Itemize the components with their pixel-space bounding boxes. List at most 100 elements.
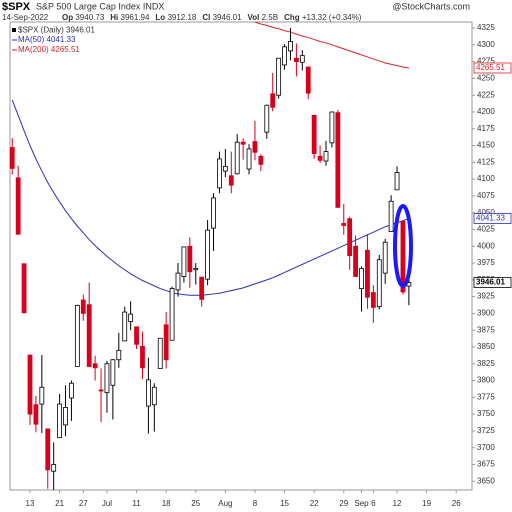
candle-body [288, 41, 293, 52]
candle-body [175, 272, 181, 291]
legend-value: 3946.01 [66, 26, 95, 35]
y-tick-label: 3800 [477, 376, 495, 385]
y-tick-label: 4150 [477, 141, 495, 150]
candle-body [246, 148, 252, 170]
candle-body [181, 246, 187, 277]
y-tick-label: 4325 [477, 23, 495, 32]
candle-body [347, 218, 353, 257]
candle-body [359, 268, 364, 289]
y-tick-label: 4050 [477, 208, 495, 217]
candle-body [228, 175, 234, 186]
candle-body [86, 304, 92, 367]
candle-body [341, 223, 347, 226]
quote-item: Hi 3961.94 [110, 13, 150, 22]
y-tick-label: 3900 [477, 309, 495, 318]
x-tick-label: 29 [339, 499, 348, 508]
candle-body [353, 245, 359, 277]
candle-body [63, 407, 68, 426]
candle-body [187, 245, 193, 273]
x-tick-label: 15 [280, 499, 289, 508]
quote-label: Lo [155, 13, 165, 22]
candle-body [21, 263, 27, 314]
last-close-box [473, 277, 512, 288]
y-tick-label: 4025 [477, 225, 495, 234]
candle-body [323, 151, 329, 162]
candle-body [122, 311, 128, 342]
annotation-ellipse [393, 204, 413, 288]
candle-body [74, 304, 80, 367]
y-tick-label: 3975 [477, 258, 495, 267]
legend-value: 4265.51 [51, 45, 80, 54]
y-tick-label: 4200 [477, 107, 495, 116]
candle-body [382, 241, 388, 274]
candle-body [376, 259, 382, 308]
quote-value: +13.32 (+0.34%) [302, 13, 362, 22]
candle-body [317, 155, 323, 161]
instrument-name: S&P 500 Large Cap Index INDX [36, 1, 164, 11]
quote-label: Cl [202, 13, 210, 22]
legend-name: MA(200) [18, 45, 49, 54]
candle-body [299, 55, 305, 63]
candle-body [80, 299, 86, 314]
last-close-label: 3946.01 [476, 278, 505, 287]
x-tick-label: Aug [218, 499, 232, 508]
y-tick-label: 3875 [477, 325, 495, 334]
quote-item: Cl 3946.01 [202, 13, 242, 22]
candle-body [116, 349, 122, 361]
quote-item: Vol 2.5B [248, 13, 279, 22]
candle-body [388, 200, 394, 232]
quote-value: 3961.94 [121, 13, 150, 22]
x-tick-label: 13 [26, 499, 35, 508]
y-tick-label: 3825 [477, 359, 495, 368]
quote-label: Hi [110, 13, 118, 22]
last-value-label: 4041.33 [476, 214, 505, 223]
legend-value: 4041.33 [46, 35, 75, 44]
x-tick-label: 21 [55, 499, 64, 508]
candle-body [258, 155, 264, 165]
candle-body [270, 93, 276, 108]
candle-body [234, 141, 240, 175]
y-tick-label: 4175 [477, 124, 495, 133]
candle-body [311, 114, 317, 155]
quote-value: 3912.18 [167, 13, 196, 22]
last-value-label: 4265.51 [476, 63, 505, 72]
candle-body [335, 112, 341, 208]
y-tick-label: 4275 [477, 57, 495, 66]
plot [9, 22, 412, 490]
candle-body [252, 141, 258, 153]
candle-body [169, 288, 175, 341]
ma-line [11, 99, 410, 296]
candle-body [33, 404, 39, 425]
lines [11, 22, 410, 296]
legend-main: $SPX (Daily) 3946.01 [18, 26, 96, 35]
legend-entry: MA(200) 4265.51 [18, 45, 80, 54]
candle-body [199, 276, 205, 300]
quote-value: 2.5B [262, 13, 278, 22]
candle-body [222, 165, 228, 172]
x-tick-label: 8 [253, 499, 258, 508]
y-tick-label: 3750 [477, 409, 495, 418]
candle-body [98, 389, 104, 392]
x-tick-label: 11 [132, 499, 141, 508]
quote-label: Op [62, 13, 73, 22]
last-value-box [473, 62, 512, 74]
symbol: $SPX [2, 1, 31, 13]
candle-body [69, 382, 74, 399]
candle-body [57, 403, 62, 439]
quote-value: 3946.01 [213, 13, 242, 22]
x-tick-label: 26 [452, 499, 461, 508]
candle-body [329, 111, 335, 144]
candle-body [240, 141, 246, 145]
candle-body [134, 326, 139, 345]
candle-body [217, 158, 222, 189]
candle-body [157, 337, 163, 369]
candle-body [92, 363, 98, 369]
y-tick-label: 4000 [477, 241, 495, 250]
legend-swatch [12, 28, 16, 32]
candle-body [151, 386, 157, 406]
y-tick-label: 3650 [477, 476, 495, 485]
source: @StockCharts.com [392, 1, 470, 11]
y-tick-label: 3700 [477, 443, 495, 452]
y-tick-label: 4125 [477, 157, 495, 166]
legend-label: $SPX (Daily) [18, 26, 64, 35]
